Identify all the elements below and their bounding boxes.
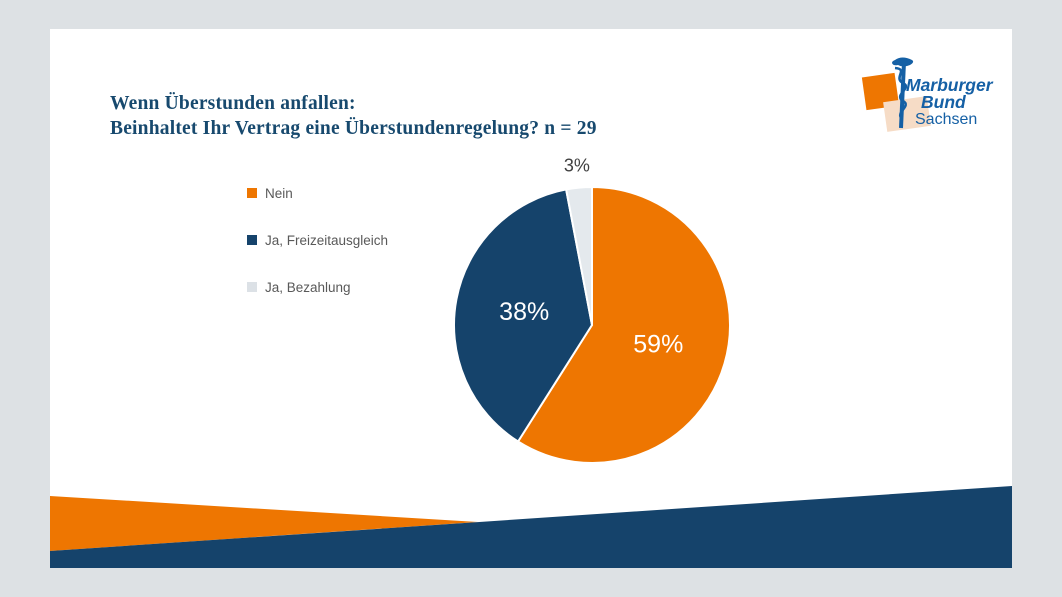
- legend-item: Ja, Freizeitausgleich: [247, 232, 389, 248]
- footer-wave: [50, 480, 1012, 568]
- pie-slice-ja-bezahlung: [565, 185, 593, 326]
- title-line-1: Wenn Überstunden anfallen:: [110, 93, 356, 114]
- pie-chart: 59% 38% 3%: [442, 156, 742, 475]
- logo-text: Marburger Bund Sachsen: [906, 75, 994, 128]
- legend: Nein Ja, Freizeitausgleich Ja, Bezahlung: [247, 186, 388, 327]
- logo-line-marburger: Marburger: [906, 75, 994, 95]
- legend-swatch: [247, 282, 257, 292]
- legend-label: Ja, Bezahlung: [265, 279, 351, 295]
- page-title: Wenn Überstunden anfallen: Beinhaltet Ih…: [110, 92, 750, 141]
- logo-peach-square: [883, 96, 931, 132]
- pie-slice-nein: [517, 186, 731, 464]
- slide-card: Wenn Überstunden anfallen: Beinhaltet Ih…: [50, 29, 1012, 568]
- logo-orange-square: [861, 72, 900, 111]
- legend-swatch: [247, 235, 257, 245]
- footer-wave-orange: [50, 496, 478, 551]
- logo-line-bund: Bund: [921, 92, 966, 112]
- pie-slice-ja-freizeitausgleich: [453, 188, 593, 443]
- logo-emblem: [861, 57, 931, 132]
- legend-item: Ja, Bezahlung: [247, 279, 388, 295]
- legend-label: Ja, Freizeitausgleich: [265, 232, 389, 248]
- aesculapian-staff-icon: [892, 57, 914, 129]
- footer-wave-blue: [50, 486, 1012, 568]
- legend-item: Nein: [247, 185, 388, 201]
- pie-label: 59%: [633, 330, 683, 358]
- pie-label: 38%: [499, 298, 549, 326]
- logo-line-sachsen: Sachsen: [915, 111, 977, 128]
- legend-swatch: [247, 188, 257, 198]
- marburger-bund-logo: Marburger Bund Sachsen: [856, 53, 996, 133]
- title-line-2: Beinhaltet Ihr Vertrag eine Überstundenr…: [110, 117, 597, 139]
- legend-label: Nein: [265, 185, 293, 201]
- pie-label: 3%: [564, 156, 590, 176]
